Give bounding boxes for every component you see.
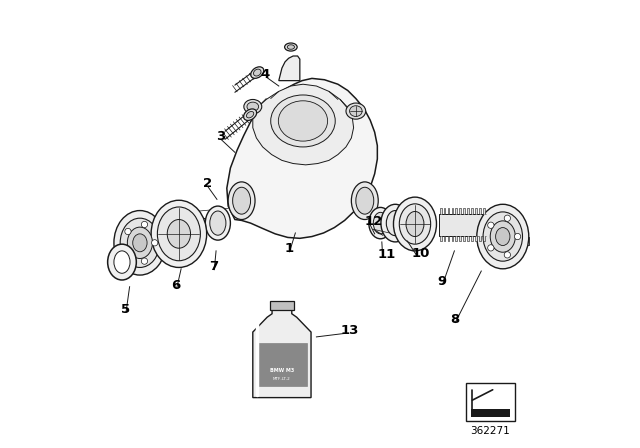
Polygon shape [462, 236, 466, 241]
Polygon shape [257, 344, 307, 386]
Polygon shape [447, 236, 451, 241]
Text: 5: 5 [121, 303, 130, 316]
Ellipse shape [244, 99, 262, 114]
Ellipse shape [251, 67, 264, 78]
Ellipse shape [246, 112, 253, 118]
Text: 3: 3 [216, 130, 225, 143]
Ellipse shape [108, 244, 136, 280]
Polygon shape [478, 208, 482, 214]
Ellipse shape [120, 218, 159, 267]
Text: 362271: 362271 [470, 426, 510, 436]
Ellipse shape [490, 221, 515, 252]
Polygon shape [454, 236, 458, 241]
Polygon shape [114, 243, 166, 251]
Text: 13: 13 [340, 324, 358, 337]
Polygon shape [451, 236, 454, 241]
Circle shape [125, 228, 131, 235]
Bar [471, 409, 509, 417]
Polygon shape [474, 208, 478, 214]
Polygon shape [443, 236, 447, 241]
Ellipse shape [151, 200, 207, 267]
Text: 6: 6 [172, 279, 180, 292]
Ellipse shape [287, 45, 294, 49]
Circle shape [125, 251, 131, 257]
Ellipse shape [495, 228, 510, 246]
Ellipse shape [271, 95, 335, 147]
Ellipse shape [132, 234, 147, 252]
Circle shape [504, 215, 511, 221]
Circle shape [515, 233, 521, 240]
Ellipse shape [369, 207, 392, 239]
Ellipse shape [356, 187, 374, 214]
Text: 12: 12 [365, 215, 383, 228]
Ellipse shape [349, 106, 362, 116]
Ellipse shape [483, 212, 522, 261]
Text: 11: 11 [378, 248, 396, 261]
Circle shape [504, 252, 511, 258]
Polygon shape [439, 208, 443, 214]
Ellipse shape [278, 101, 328, 141]
Polygon shape [439, 236, 443, 241]
Polygon shape [470, 236, 474, 241]
Ellipse shape [247, 102, 259, 111]
Polygon shape [227, 78, 378, 238]
Polygon shape [270, 302, 294, 310]
Text: 2: 2 [203, 177, 212, 190]
Polygon shape [482, 208, 486, 214]
Polygon shape [454, 208, 458, 214]
Text: 4: 4 [261, 68, 270, 81]
Polygon shape [447, 208, 451, 214]
Ellipse shape [233, 187, 251, 214]
Text: 10: 10 [412, 247, 430, 260]
Text: MTF-LT-2: MTF-LT-2 [273, 377, 291, 381]
Polygon shape [474, 236, 478, 241]
Ellipse shape [373, 212, 388, 234]
Ellipse shape [285, 43, 297, 51]
Text: BMW M3: BMW M3 [270, 368, 294, 373]
Ellipse shape [167, 220, 191, 248]
Ellipse shape [351, 182, 378, 220]
Polygon shape [253, 310, 311, 398]
Text: 1: 1 [284, 242, 293, 255]
Polygon shape [462, 208, 466, 214]
Ellipse shape [127, 227, 152, 258]
Bar [439, 214, 486, 236]
Polygon shape [458, 236, 462, 241]
Polygon shape [458, 208, 462, 214]
Polygon shape [253, 84, 353, 165]
Ellipse shape [228, 182, 255, 220]
Polygon shape [470, 208, 474, 214]
Circle shape [152, 240, 158, 246]
Text: 9: 9 [437, 275, 447, 288]
Circle shape [488, 245, 494, 251]
Ellipse shape [394, 197, 436, 251]
Polygon shape [466, 236, 470, 241]
Ellipse shape [381, 204, 410, 242]
Ellipse shape [399, 204, 431, 244]
Circle shape [488, 222, 494, 228]
Polygon shape [466, 208, 470, 214]
Polygon shape [482, 236, 486, 241]
Ellipse shape [210, 211, 226, 235]
Ellipse shape [477, 204, 529, 269]
Ellipse shape [387, 211, 404, 236]
Polygon shape [443, 208, 447, 214]
Ellipse shape [157, 207, 200, 261]
Ellipse shape [205, 206, 230, 240]
Bar [466, 383, 515, 421]
Ellipse shape [244, 109, 257, 121]
Polygon shape [451, 208, 454, 214]
Ellipse shape [253, 69, 261, 76]
Circle shape [141, 258, 148, 264]
Ellipse shape [346, 103, 365, 119]
Polygon shape [477, 237, 529, 245]
Ellipse shape [114, 211, 166, 275]
Polygon shape [478, 236, 482, 241]
Circle shape [141, 221, 148, 228]
Ellipse shape [114, 251, 130, 273]
Ellipse shape [406, 211, 424, 237]
Text: 7: 7 [209, 260, 218, 273]
Polygon shape [279, 56, 300, 81]
Text: 8: 8 [450, 313, 459, 326]
